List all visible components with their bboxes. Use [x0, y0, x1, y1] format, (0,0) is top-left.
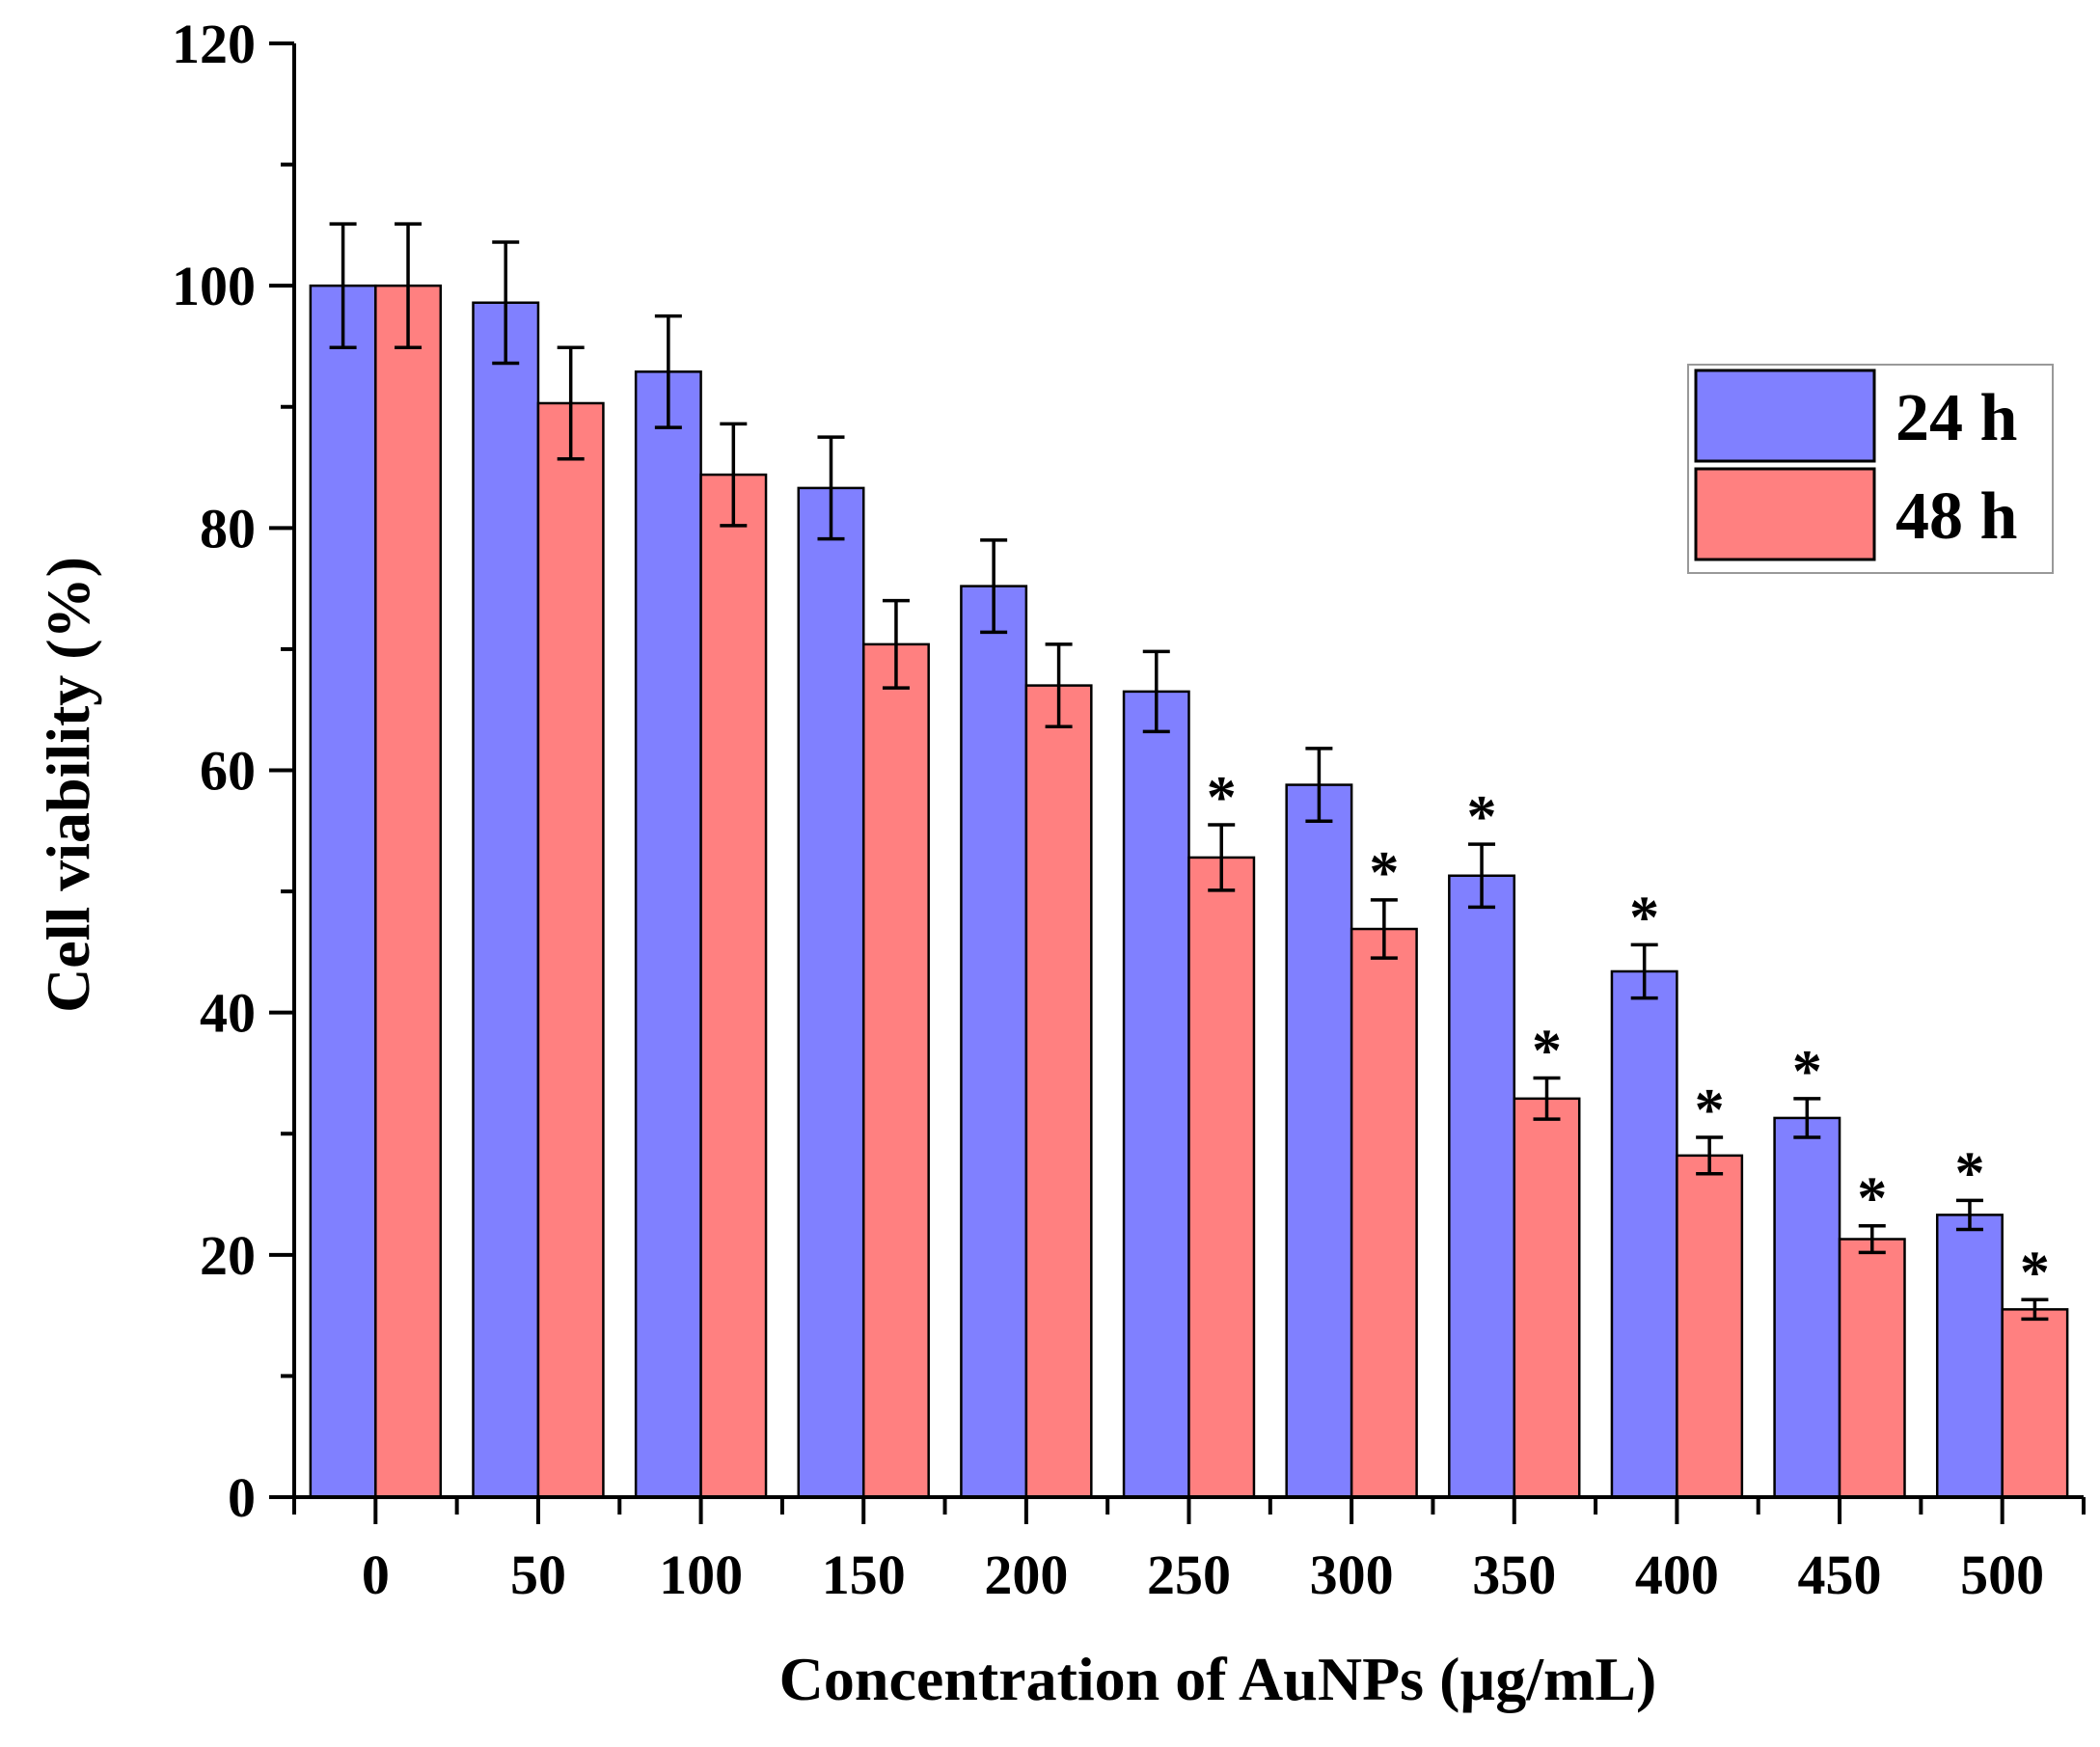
y-tick-label: 0	[228, 1466, 256, 1529]
error-bar-24h-350	[1468, 842, 1496, 910]
error-bar-48h-200	[1045, 642, 1073, 729]
error-bar-48h-350	[1533, 1076, 1561, 1121]
significance-marker: *	[1792, 1039, 1822, 1105]
bar-48h-0	[374, 284, 443, 1499]
error-bar-48h-50	[557, 345, 585, 461]
significance-marker: *	[1857, 1166, 1887, 1232]
error-bar-24h-450	[1793, 1097, 1821, 1139]
bar-48h-150	[861, 642, 930, 1499]
bar-24h-500	[1935, 1214, 2004, 1499]
significance-marker: *	[1369, 840, 1399, 906]
y-tick-label: 20	[200, 1224, 256, 1287]
error-bar-48h-0	[395, 222, 423, 349]
significance-marker: *	[1467, 784, 1497, 850]
x-tick-label: 150	[822, 1543, 906, 1606]
error-bar-24h-50	[492, 240, 520, 366]
significance-marker: *	[1207, 765, 1237, 831]
error-bar-24h-500	[1955, 1198, 1983, 1232]
bar-24h-0	[309, 284, 377, 1499]
bar-24h-350	[1448, 874, 1516, 1499]
y-tick-label: 60	[200, 740, 256, 803]
bar-48h-450	[1838, 1238, 1906, 1499]
bar-48h-200	[1024, 684, 1093, 1499]
error-bar-24h-300	[1305, 747, 1333, 823]
error-bar-48h-250	[1208, 823, 1236, 892]
bar-48h-250	[1187, 856, 1256, 1499]
bar-48h-350	[1513, 1097, 1581, 1499]
x-tick-label: 200	[984, 1543, 1068, 1606]
x-tick-label: 0	[362, 1543, 390, 1606]
y-tick-label: 40	[200, 982, 256, 1045]
significance-layer: * * * * * * * * * *	[1207, 765, 2050, 1305]
bar-24h-450	[1773, 1116, 1841, 1499]
legend-label: 24 h	[1895, 381, 2017, 455]
x-tick-label: 400	[1635, 1543, 1719, 1606]
x-tick-label: 300	[1310, 1543, 1394, 1606]
error-bar-24h-150	[817, 435, 845, 541]
x-tick-label: 100	[659, 1543, 743, 1606]
bar-48h-300	[1350, 927, 1418, 1499]
legend-swatch	[1694, 369, 1876, 463]
y-tick-label: 100	[172, 255, 256, 317]
error-bar-48h-400	[1696, 1135, 1724, 1176]
legend-label: 48 h	[1895, 479, 2017, 554]
error-bar-24h-400	[1630, 942, 1658, 1000]
y-tick-label: 120	[172, 13, 256, 75]
x-tick-label: 350	[1472, 1543, 1556, 1606]
significance-marker: *	[1695, 1078, 1725, 1143]
error-bar-24h-100	[654, 314, 682, 429]
error-bar-24h-0	[329, 222, 357, 349]
significance-marker: *	[1954, 1140, 1984, 1206]
x-ticks: 0 50 100 150 200 250 300 350 400 450 500	[292, 1497, 2086, 1606]
bar-48h-100	[699, 473, 768, 1499]
bar-48h-500	[2001, 1308, 2069, 1499]
error-bar-48h-150	[882, 598, 910, 690]
x-axis-label: Concentration of AuNPs (µg/mL)	[779, 1645, 1657, 1713]
y-ticks: 0 20 40 60 80 100 120	[172, 13, 294, 1529]
error-bar-24h-250	[1142, 649, 1170, 734]
y-tick-label: 80	[200, 497, 256, 560]
significance-marker: *	[1532, 1018, 1562, 1083]
x-tick-label: 50	[510, 1543, 566, 1606]
bar-24h-150	[797, 486, 865, 1499]
x-tick-label: 500	[1960, 1543, 2044, 1606]
error-bar-48h-300	[1370, 898, 1398, 960]
bar-24h-250	[1122, 690, 1190, 1499]
bar-48h-400	[1676, 1154, 1744, 1499]
bar-48h-50	[536, 401, 605, 1499]
significance-marker: *	[2020, 1240, 2050, 1305]
bar-24h-400	[1610, 969, 1678, 1499]
y-axis-label: Cell viability (%)	[34, 557, 102, 1013]
error-bar-24h-200	[980, 538, 1008, 635]
bar-24h-50	[472, 301, 540, 1499]
x-tick-label: 250	[1147, 1543, 1231, 1606]
legend-swatch	[1694, 467, 1876, 561]
error-bar-48h-450	[1858, 1223, 1886, 1255]
significance-marker: *	[1629, 885, 1659, 950]
bar-24h-300	[1285, 783, 1353, 1499]
error-bars-layer	[329, 222, 2049, 1322]
bar-24h-100	[634, 370, 702, 1499]
bar-24h-200	[960, 585, 1028, 1499]
legend: 24 h 48 h	[1687, 364, 2054, 574]
error-bar-48h-100	[720, 422, 748, 528]
error-bar-48h-500	[2021, 1297, 2049, 1322]
bars-layer	[309, 284, 2069, 1499]
x-tick-label: 450	[1798, 1543, 1882, 1606]
